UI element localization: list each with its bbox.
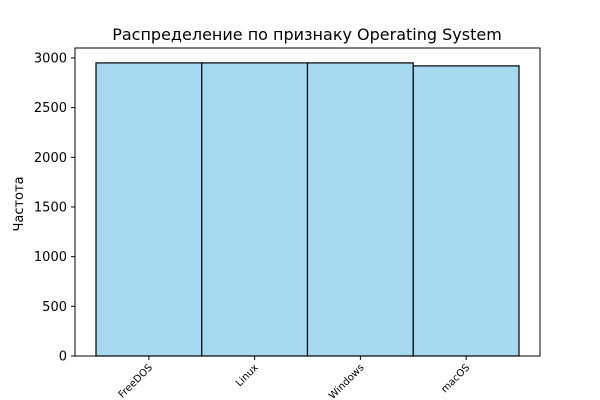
bar-windows — [306, 62, 414, 357]
x-tick-label: FreeDOS — [117, 362, 155, 400]
chart-title: Распределение по признаку Operating Syst… — [112, 25, 502, 44]
bars-group — [95, 62, 520, 357]
y-tick-label: 1500 — [34, 200, 67, 215]
bar-macos — [412, 65, 520, 357]
y-axis: 0 500 1000 1500 2000 2500 3000 — [34, 51, 75, 365]
x-tick-label: Linux — [234, 362, 261, 389]
y-tick-label: 0 — [59, 350, 67, 365]
y-tick-label: 2500 — [34, 101, 67, 116]
y-tick-label: 1000 — [34, 250, 67, 265]
bar-linux — [201, 62, 309, 357]
y-tick-label: 500 — [42, 300, 67, 315]
y-axis-label: Частота — [12, 176, 27, 231]
x-tick-label: macOS — [439, 362, 472, 395]
x-tick-label: Windows — [327, 362, 366, 400]
plot-frame — [74, 47, 541, 357]
y-tick-label: 2000 — [34, 151, 67, 166]
y-tick-label: 3000 — [34, 51, 67, 66]
bar-freedos — [95, 62, 203, 357]
x-axis: FreeDOS Linux Windows macOS — [117, 356, 472, 400]
